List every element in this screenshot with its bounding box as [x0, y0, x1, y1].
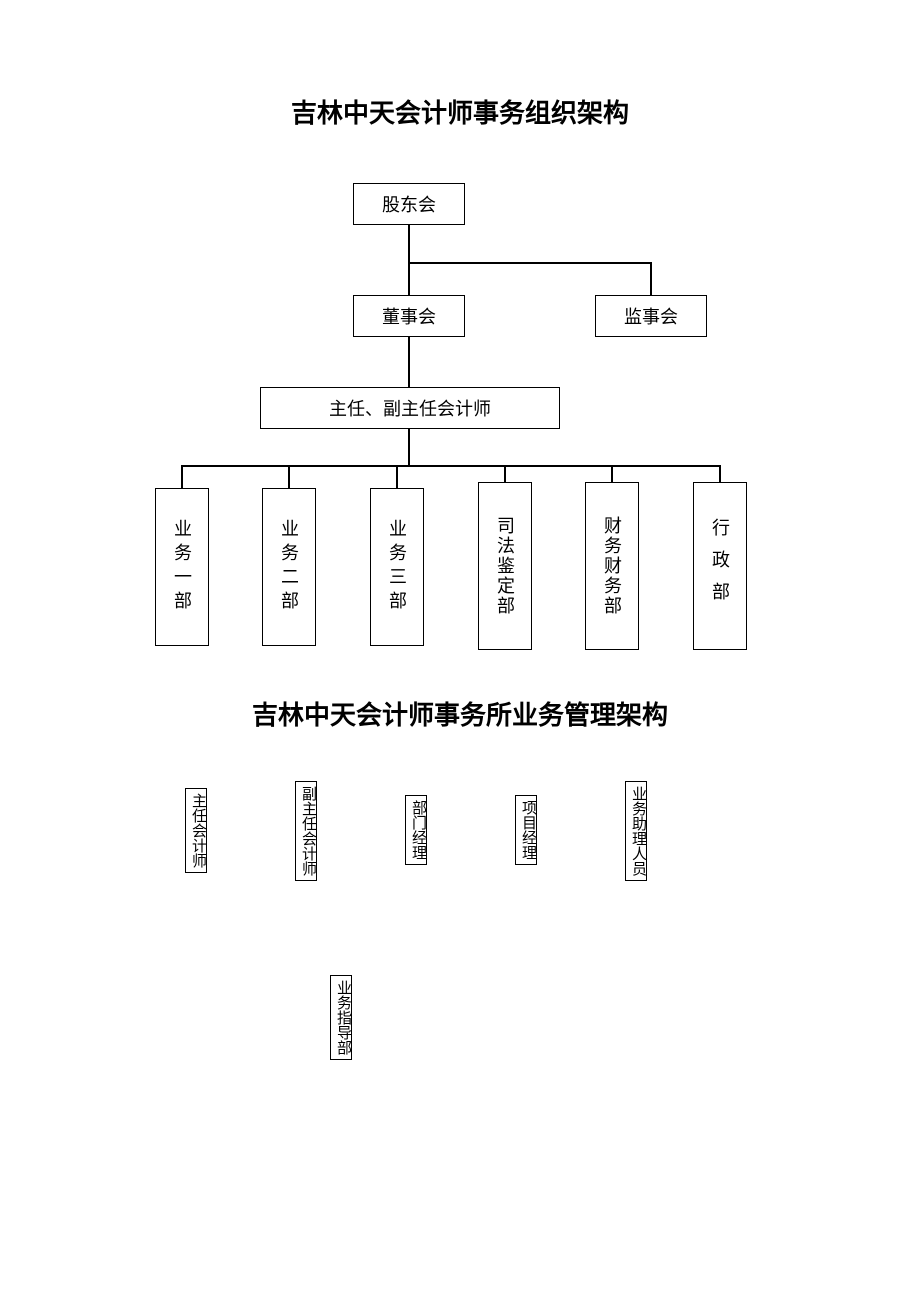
connector	[181, 465, 721, 467]
node-d6-label: 行政部	[707, 518, 733, 614]
connector	[611, 465, 613, 482]
connector	[719, 465, 721, 482]
node-chief: 主任、副主任会计师	[260, 387, 560, 429]
node-d3: 业务三部	[370, 488, 424, 646]
connector	[288, 465, 290, 488]
node-m3: 部门经理	[405, 795, 427, 865]
connector	[408, 225, 410, 262]
node-m5-label: 业务助理人员	[630, 786, 646, 876]
node-super: 监事会	[595, 295, 707, 337]
node-super-label: 监事会	[624, 303, 678, 329]
node-d4: 司法鉴定部	[478, 482, 532, 650]
node-d5: 财务财务部	[585, 482, 639, 650]
node-d3-label: 业务三部	[384, 519, 410, 615]
node-d2-label: 业务二部	[276, 519, 302, 615]
node-m5: 业务助理人员	[625, 781, 647, 881]
connector	[396, 465, 398, 488]
connector	[408, 429, 410, 465]
node-d2: 业务二部	[262, 488, 316, 646]
node-root-label: 股东会	[382, 191, 436, 217]
node-m1-label: 主任会计师	[190, 793, 206, 868]
node-d6: 行政部	[693, 482, 747, 650]
node-d5-label: 财务财务部	[599, 516, 625, 616]
node-m4-label: 项目经理	[520, 800, 536, 860]
connector	[504, 465, 506, 482]
node-chief-label: 主任、副主任会计师	[329, 395, 491, 421]
node-m2-label: 副主任会计师	[300, 786, 316, 876]
connector	[408, 262, 410, 295]
connector	[181, 465, 183, 488]
node-board: 董事会	[353, 295, 465, 337]
node-root: 股东会	[353, 183, 465, 225]
node-m6-label: 业务指导部	[335, 980, 351, 1055]
connector	[650, 262, 652, 295]
title-1: 吉林中天会计师事务组织架构	[0, 93, 920, 130]
node-d4-label: 司法鉴定部	[492, 516, 518, 616]
node-m2: 副主任会计师	[295, 781, 317, 881]
node-d1-label: 业务一部	[169, 519, 195, 615]
node-board-label: 董事会	[382, 303, 436, 329]
node-m1: 主任会计师	[185, 788, 207, 873]
node-m4: 项目经理	[515, 795, 537, 865]
connector	[408, 337, 410, 387]
connector	[408, 262, 651, 264]
node-m6: 业务指导部	[330, 975, 352, 1060]
title-2: 吉林中天会计师事务所业务管理架构	[0, 695, 920, 732]
node-m3-label: 部门经理	[410, 800, 426, 860]
node-d1: 业务一部	[155, 488, 209, 646]
